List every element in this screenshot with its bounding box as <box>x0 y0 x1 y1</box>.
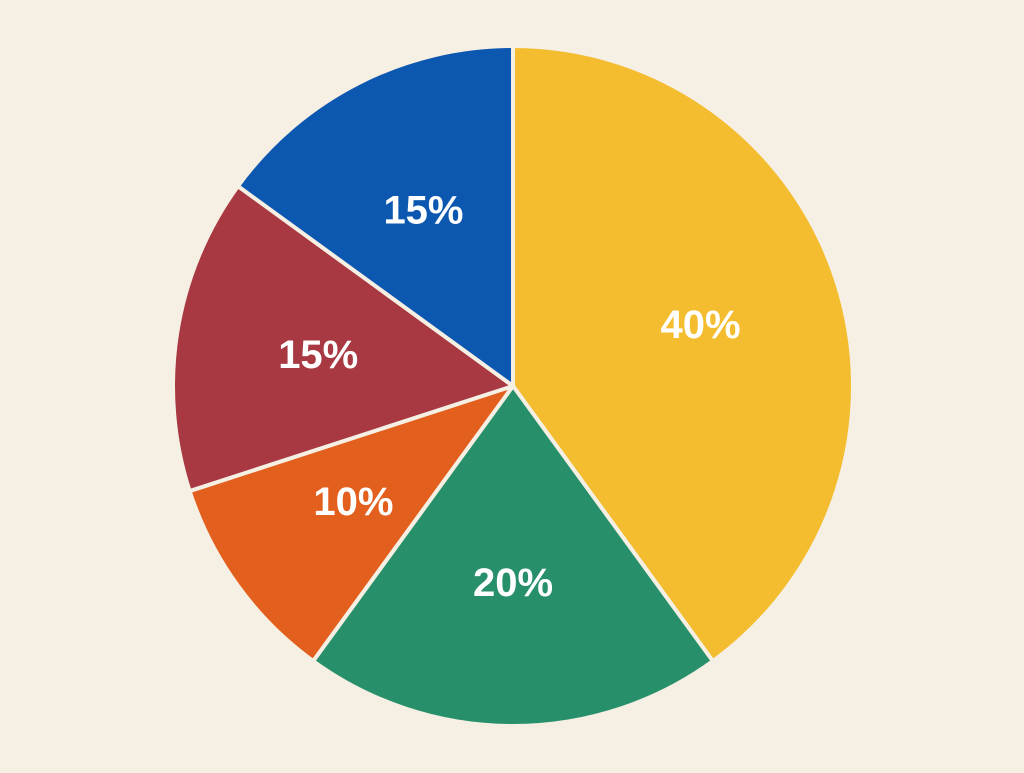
slices-layer <box>171 44 855 728</box>
pie-slice-3 <box>171 184 515 494</box>
pie-slice-label-2: 10% <box>313 480 393 524</box>
pie-slice-2 <box>187 384 515 664</box>
pie-slice-1 <box>311 384 715 728</box>
pie-slice-4 <box>235 44 515 388</box>
pie-slice-label-4: 15% <box>383 188 463 232</box>
pie-slice-0 <box>511 44 855 664</box>
pie-slice-label-1: 20% <box>473 561 553 605</box>
pie-slice-label-3: 15% <box>278 333 358 377</box>
labels-layer: 40% 20% 10% 15% 15% <box>278 188 740 605</box>
pie-slice-label-0: 40% <box>661 303 741 347</box>
